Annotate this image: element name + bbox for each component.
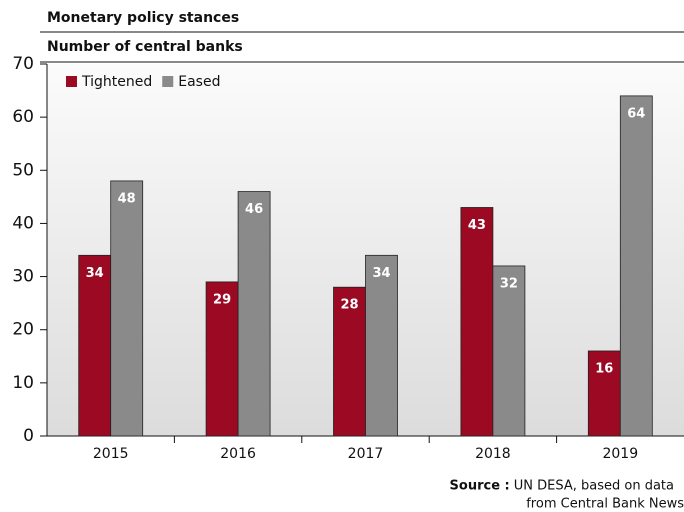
- x-tick-label: 2017: [348, 446, 384, 462]
- legend-swatch: [66, 76, 77, 87]
- data-label: 28: [340, 298, 358, 313]
- bar: [587, 350, 621, 437]
- bar: [365, 254, 398, 437]
- y-tick-label: 20: [12, 320, 34, 340]
- bar: [619, 95, 653, 437]
- y-tick-label: 30: [12, 267, 34, 287]
- y-tick-label: 50: [12, 160, 34, 180]
- x-tick-label: 2016: [220, 446, 256, 462]
- bar: [333, 286, 366, 437]
- y-tick-label: 60: [12, 107, 34, 127]
- data-label: 34: [372, 266, 390, 281]
- bar: [492, 265, 526, 437]
- chart-title: Monetary policy stances: [47, 10, 239, 26]
- legend-label: Eased: [178, 74, 220, 90]
- data-label: 34: [86, 266, 104, 281]
- data-label: 64: [627, 106, 645, 121]
- data-label: 43: [468, 218, 486, 233]
- y-tick-label: 0: [23, 426, 34, 446]
- bar: [460, 207, 494, 437]
- chart-subtitle: Number of central banks: [47, 39, 243, 55]
- data-label: 29: [213, 292, 231, 307]
- source-label: Source :: [450, 479, 510, 494]
- bar: [205, 281, 239, 437]
- x-tick-label: 2018: [475, 446, 511, 462]
- source-line: UN DESA, based on data: [514, 479, 674, 494]
- bar: [78, 254, 112, 437]
- data-label: 32: [500, 276, 518, 291]
- data-label: 16: [595, 361, 613, 376]
- y-tick-label: 10: [12, 373, 34, 393]
- bar: [237, 191, 271, 437]
- y-tick-label: 70: [12, 54, 34, 74]
- legend-swatch: [162, 76, 174, 87]
- bar: [110, 180, 144, 437]
- x-tick-label: 2019: [602, 446, 638, 462]
- legend-label: Tightened: [81, 74, 152, 90]
- source-line: from Central Bank News: [526, 497, 684, 512]
- data-label: 46: [245, 202, 263, 217]
- x-tick-label: 2015: [93, 446, 129, 462]
- y-tick-label: 40: [12, 213, 34, 233]
- data-label: 48: [118, 191, 136, 206]
